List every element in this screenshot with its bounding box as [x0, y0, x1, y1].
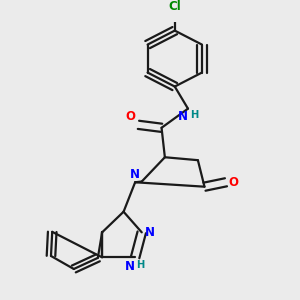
Text: N: N	[145, 226, 155, 239]
Text: H: H	[190, 110, 198, 120]
Text: O: O	[229, 176, 238, 189]
Text: N: N	[125, 260, 135, 273]
Text: O: O	[126, 110, 136, 123]
Text: H: H	[136, 260, 144, 270]
Text: Cl: Cl	[168, 0, 181, 13]
Text: N: N	[130, 168, 140, 181]
Text: N: N	[178, 110, 188, 123]
